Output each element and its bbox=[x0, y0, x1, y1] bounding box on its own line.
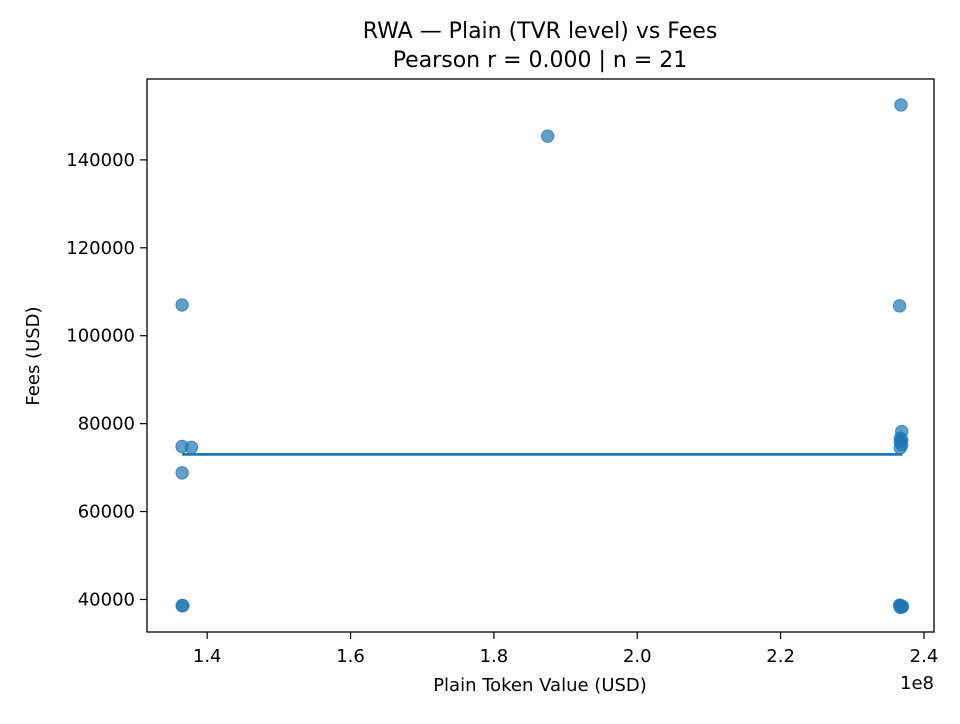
scatter-point bbox=[893, 441, 908, 455]
x-axis-scale-label: 1e8 bbox=[900, 673, 934, 694]
scatter-point bbox=[184, 440, 199, 455]
x-axis-ticks: 1.4 1.6 1.8 2.0 2.2 2.4 bbox=[193, 632, 938, 667]
y-axis-label: Fees (USD) bbox=[23, 306, 44, 405]
y-tick-label: 140000 bbox=[66, 150, 135, 171]
x-tick-label: 1.6 bbox=[336, 646, 365, 667]
scatter-point bbox=[893, 600, 908, 615]
chart-subtitle: Pearson r = 0.000 | n = 21 bbox=[393, 48, 688, 73]
scatter-point bbox=[892, 299, 907, 313]
y-tick-label: 40000 bbox=[78, 589, 135, 610]
x-axis-label: Plain Token Value (USD) bbox=[433, 675, 647, 696]
scatter-point bbox=[540, 129, 555, 143]
x-tick-label: 2.2 bbox=[766, 646, 795, 667]
y-tick-label: 60000 bbox=[78, 502, 135, 523]
x-tick-label: 1.8 bbox=[480, 646, 509, 667]
chart-title: RWA — Plain (TVR level) vs Fees bbox=[363, 19, 718, 44]
y-tick-label: 80000 bbox=[78, 414, 135, 435]
scatter-point bbox=[175, 298, 189, 312]
scatter-point bbox=[894, 98, 908, 112]
y-axis-ticks: 40000 60000 80000 100000 120000 140000 bbox=[66, 150, 147, 610]
y-tick-label: 120000 bbox=[66, 238, 135, 259]
scatter-points-layer bbox=[175, 98, 910, 615]
scatter-point bbox=[176, 598, 190, 613]
x-tick-label: 1.4 bbox=[193, 646, 222, 667]
x-tick-label: 2.4 bbox=[910, 646, 939, 667]
scatter-point bbox=[175, 466, 189, 480]
plot-frame bbox=[146, 78, 935, 633]
y-tick-label: 100000 bbox=[66, 326, 135, 347]
x-tick-label: 2.0 bbox=[623, 646, 652, 667]
